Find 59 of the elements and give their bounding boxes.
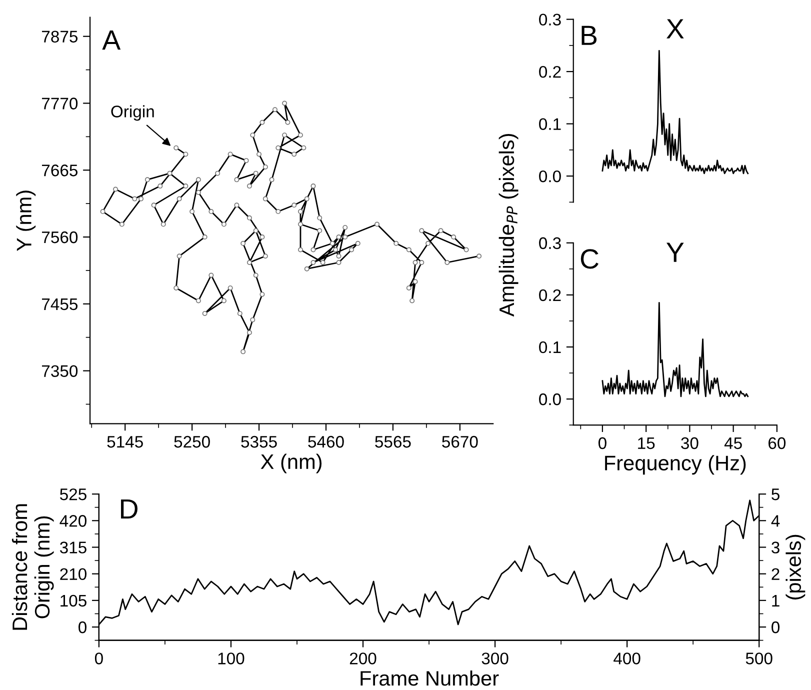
y-tick-label: 0	[78, 621, 86, 634]
annotation: Origin	[111, 105, 154, 121]
x-tick-label: 300	[482, 652, 508, 664]
y-tick-label: 105	[60, 594, 86, 607]
x-tick-label: 5460	[308, 436, 344, 448]
y-tick-label: 0.2	[539, 66, 561, 78]
y-tick-label: 7350	[42, 365, 78, 377]
y-tick-label: 0.3	[539, 237, 561, 250]
x-tick-label: 60	[768, 437, 786, 450]
y2-tick-label: 5	[772, 488, 780, 500]
y-tick-label: 7665	[42, 164, 78, 176]
line-series	[602, 50, 749, 174]
y-tick-label: 0.0	[539, 170, 561, 182]
annotation: C	[580, 249, 598, 269]
annotation: B	[582, 26, 597, 45]
x-tick-label: 45	[724, 437, 742, 450]
y-tick-label: 7770	[42, 98, 78, 110]
x-tick-label: 0	[598, 437, 606, 450]
x-tick-label: 15	[638, 437, 655, 450]
x-tick-label: 5145	[107, 436, 143, 448]
x-tick-label: 5670	[442, 436, 478, 448]
y-tick-label: 315	[60, 542, 86, 554]
y2-tick-label: 1	[772, 595, 780, 606]
y2-tick-label: 3	[772, 542, 780, 554]
x-tick-label: 100	[218, 652, 244, 664]
x-tick-label: 5250	[174, 436, 210, 448]
y-tick-label: 0.2	[539, 289, 561, 302]
x-tick-label: 500	[746, 652, 772, 664]
y-axis-title: Amplitude$_{PP}$ (pixels)	[498, 134, 518, 317]
y-tick-label: 0.0	[539, 393, 561, 406]
x-tick-label: 200	[350, 652, 376, 664]
x-axis-title: X (nm)	[260, 454, 322, 474]
y-axis-title: Y (nm)	[16, 190, 36, 252]
x-tick-label: 0	[94, 652, 103, 664]
x-tick-label: 400	[614, 652, 640, 664]
chart-title: X	[666, 19, 684, 38]
y-tick-label: 0.3	[539, 14, 561, 26]
x-tick-label: 5565	[375, 436, 411, 448]
y-tick-label: 7560	[42, 231, 78, 244]
annotation: A	[102, 30, 121, 50]
y-tick-label: 0.1	[539, 118, 561, 130]
y-tick-label: 0.1	[539, 341, 561, 354]
y2-tick-label: 2	[772, 568, 780, 580]
y-tick-label: 7455	[42, 298, 78, 310]
y-tick-label: 7875	[42, 30, 78, 43]
y-axis-title: Distance from Origin (nm)	[12, 504, 54, 630]
x-tick-label: 5355	[241, 436, 277, 448]
y-tick-label: 525	[60, 488, 86, 500]
line-series	[602, 302, 749, 398]
y-tick-label: 210	[60, 568, 86, 580]
x-axis-title: Frequency (Hz)	[605, 455, 746, 475]
annotation: D	[121, 499, 138, 519]
y2-tick-label: 4	[771, 515, 780, 527]
chart-title: Y	[666, 242, 684, 262]
x-axis-title: Frame Number	[360, 670, 499, 686]
y-tick-label: 420	[60, 515, 86, 527]
x-tick-label: 30	[681, 437, 698, 450]
y2-tick-label: 0	[772, 621, 780, 634]
y2-axis-title: (pixels)	[786, 534, 806, 600]
